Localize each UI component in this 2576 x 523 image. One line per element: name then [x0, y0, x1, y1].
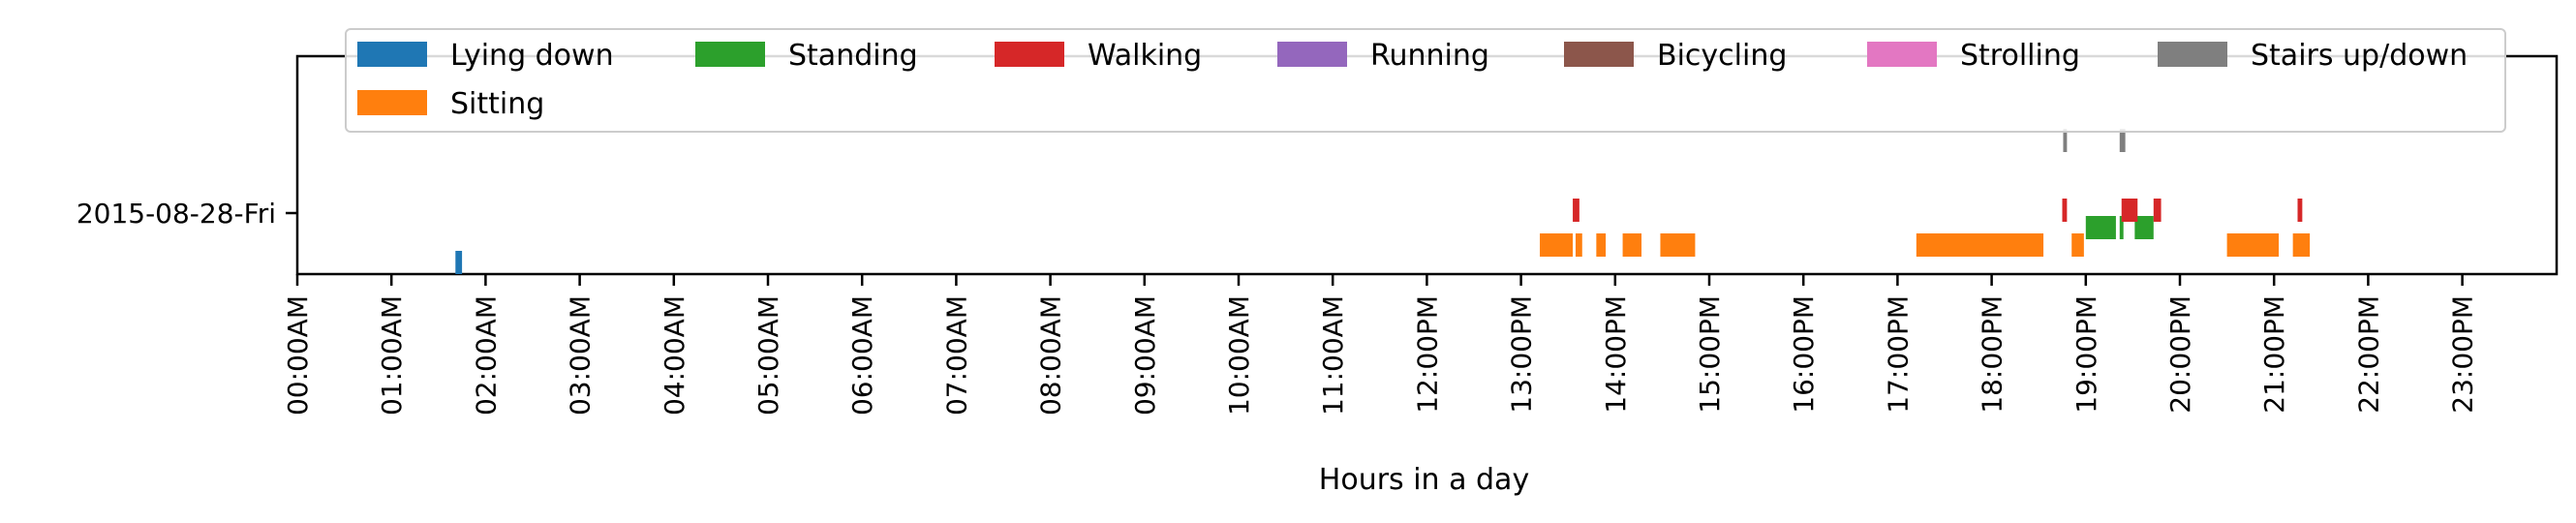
- x-tick-label: 20:00PM: [2164, 295, 2196, 414]
- bar-standing-1: [2119, 216, 2124, 239]
- bar-sitting-6: [2071, 233, 2084, 257]
- legend-swatch-strolling: [1867, 42, 1937, 67]
- bar-walking-4: [2297, 199, 2303, 222]
- bar-walking-2: [2121, 199, 2138, 222]
- legend-label-strolling: Strolling: [1960, 39, 2080, 73]
- legend-label-walking: Walking: [1088, 39, 1202, 73]
- x-tick-label: 03:00AM: [565, 295, 597, 415]
- bar-walking-3: [2153, 199, 2162, 222]
- legend-label-bicycling: Bicycling: [1657, 39, 1787, 73]
- x-tick-label: 11:00AM: [1317, 295, 1349, 415]
- legend-swatch-walking: [995, 42, 1064, 67]
- bar-sitting-2: [1596, 233, 1607, 257]
- bar-sitting-5: [1916, 233, 2044, 257]
- y-axis: 2015-08-28-Fri: [77, 198, 297, 230]
- bar-sitting-0: [1540, 233, 1574, 257]
- bar-sitting-1: [1575, 233, 1582, 257]
- legend-label-stairs-up-down: Stairs up/down: [2251, 39, 2468, 73]
- x-tick-label: 07:00AM: [940, 295, 972, 415]
- x-tick-label: 09:00AM: [1129, 295, 1161, 415]
- x-axis-title: Hours in a day: [1319, 463, 1529, 497]
- legend: Lying down Standing Walking Running Bicyclin…: [345, 28, 2506, 133]
- x-tick-label: 10:00AM: [1223, 295, 1255, 415]
- legend-swatch-sitting: [357, 90, 427, 115]
- bar-stairs-up-down-1: [2119, 129, 2126, 152]
- x-tick-label: 13:00PM: [1506, 295, 1538, 414]
- x-tick-label: 16:00PM: [1788, 295, 1820, 414]
- x-tick-label: 05:00AM: [752, 295, 784, 415]
- bar-walking-1: [2062, 199, 2068, 222]
- x-tick-label: 14:00PM: [1600, 295, 1632, 414]
- x-tick-label: 15:00PM: [1694, 295, 1726, 414]
- legend-swatch-lying-down: [357, 42, 427, 67]
- x-tick-label: 01:00AM: [376, 295, 408, 415]
- legend-swatch-bicycling: [1564, 42, 1634, 67]
- x-tick-label: 23:00PM: [2447, 295, 2479, 414]
- legend-label-standing: Standing: [788, 39, 918, 73]
- x-tick-label: 21:00PM: [2258, 295, 2290, 414]
- legend-swatch-running: [1277, 42, 1347, 67]
- x-tick-label: 06:00AM: [846, 295, 878, 415]
- x-tick-label: 22:00PM: [2352, 295, 2384, 414]
- bar-walking-0: [1573, 199, 1579, 222]
- activity-bars: [455, 129, 2311, 274]
- x-tick-label: 02:00AM: [470, 295, 502, 415]
- x-tick-label: 19:00PM: [2070, 295, 2102, 414]
- legend-swatch-standing: [695, 42, 765, 67]
- bar-sitting-4: [1660, 233, 1696, 257]
- bar-standing-2: [2134, 216, 2154, 239]
- x-tick-label: 12:00PM: [1411, 295, 1443, 414]
- legend-label-lying-down: Lying down: [450, 39, 614, 73]
- bar-standing-0: [2085, 216, 2116, 239]
- legend-swatch-stairs-up-down: [2158, 42, 2227, 67]
- bar-sitting-7: [2226, 233, 2280, 257]
- x-axis: 00:00AM 01:00AM 02:00AM 03:00AM 04:00AM 05:00…: [282, 274, 2479, 415]
- bar-sitting-3: [1622, 233, 1642, 257]
- x-tick-label: 17:00PM: [1882, 295, 1914, 414]
- legend-label-running: Running: [1370, 39, 1489, 73]
- bar-stairs-up-down-0: [2063, 129, 2068, 152]
- x-tick-label: 00:00AM: [282, 295, 314, 415]
- legend-label-sitting: Sitting: [450, 87, 544, 121]
- y-tick-label: 2015-08-28-Fri: [77, 198, 276, 230]
- x-tick-label: 08:00AM: [1035, 295, 1067, 415]
- bar-lying-down-0: [455, 251, 463, 274]
- legend-box: [345, 28, 2506, 133]
- x-tick-label: 04:00AM: [659, 295, 690, 415]
- x-tick-label: 18:00PM: [1977, 295, 2009, 414]
- bar-sitting-8: [2292, 233, 2311, 257]
